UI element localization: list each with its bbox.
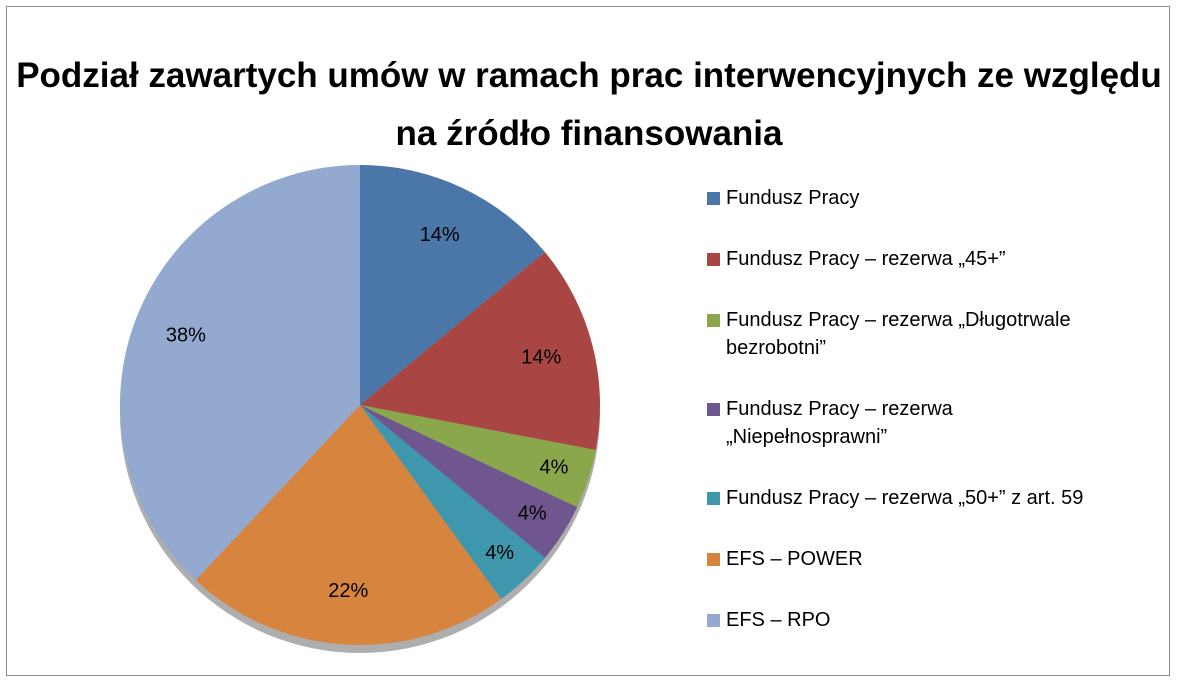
data-label: 4% (485, 542, 514, 564)
data-label: 4% (540, 456, 569, 478)
data-label: 22% (328, 580, 368, 602)
pie-slice (360, 405, 578, 558)
legend-swatch (707, 252, 720, 266)
legend-swatch (707, 614, 720, 628)
legend-swatch (707, 313, 720, 327)
data-label: 4% (518, 503, 547, 525)
legend-item: Fundusz Pracy – rezerwa „Niepełnosprawni… (707, 395, 1117, 451)
data-label: 14% (420, 224, 460, 246)
legend-swatch (707, 492, 720, 506)
pie-slice (360, 165, 545, 405)
pie-slice (360, 405, 596, 508)
legend-label: EFS – RPO (726, 609, 831, 632)
chart: Podział zawartych umów w ramach prac int… (6, 6, 1170, 676)
legend-label: Fundusz Pracy – rezerwa „Długotrwale bez… (726, 308, 1071, 359)
chart-title: Podział zawartych umów w ramach prac int… (16, 56, 1162, 153)
legend-item: EFS – POWER (707, 545, 1117, 573)
legend-item: Fundusz Pracy – rezerwa „45+” (707, 245, 1117, 273)
legend-item: EFS – RPO (707, 606, 1117, 634)
legend-item: Fundusz Pracy – rezerwa „Długotrwale bez… (707, 306, 1117, 362)
pie-slice (360, 405, 545, 600)
legend-label: EFS – POWER (726, 548, 863, 571)
pie-slice (360, 252, 600, 450)
pie-slice (195, 405, 502, 645)
legend-swatch (707, 402, 720, 416)
data-label: 14% (521, 347, 561, 369)
legend: Fundusz Pracy Fundusz Pracy – rezerwa „45… (707, 167, 1117, 651)
legend-item: Fundusz Pracy – rezerwa „50+” z art. 59 (707, 484, 1117, 512)
legend-label: Fundusz Pracy – rezerwa „50+” z art. 59 (726, 487, 1084, 510)
legend-label: Fundusz Pracy – rezerwa „45+” (726, 247, 1006, 270)
pie-slice (120, 165, 360, 580)
legend-label: Fundusz Pracy – rezerwa „Niepełnosprawni… (726, 397, 953, 448)
legend-swatch (707, 553, 720, 567)
pie: 14%14%4%4%4%22%38% (120, 165, 600, 653)
legend-label: Fundusz Pracy (726, 186, 860, 209)
legend-swatch (707, 191, 720, 205)
data-label: 38% (166, 324, 206, 346)
legend-item: Fundusz Pracy (707, 184, 1117, 212)
